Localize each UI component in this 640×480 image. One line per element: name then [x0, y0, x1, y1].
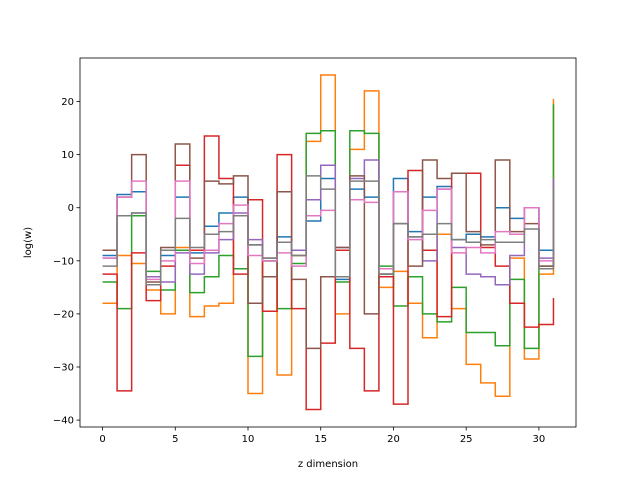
x-tick-label: 10 [242, 434, 255, 445]
y-tick-label: −30 [53, 363, 74, 374]
y-tick-label: 0 [68, 203, 74, 214]
series-line-2 [102, 74, 555, 397]
y-tick-label: −40 [53, 416, 74, 427]
x-tick-label: 25 [460, 434, 473, 445]
y-tick-label: 20 [61, 97, 74, 108]
y-tick-label: −10 [53, 256, 74, 267]
x-axis: 0 5 10 15 20 25 30 [99, 427, 545, 445]
x-tick-label: 0 [99, 434, 105, 445]
y-tick-label: 10 [61, 150, 74, 161]
x-tick-label: 15 [314, 434, 327, 445]
y-axis-label: log(w) [23, 227, 34, 258]
series-line-5 [102, 159, 555, 286]
series-line-3 [102, 104, 555, 358]
x-axis-label: z dimension [298, 459, 358, 470]
x-tick-label: 5 [172, 434, 178, 445]
plot-frame [79, 57, 577, 428]
series-layer [102, 74, 555, 411]
x-tick-label: 20 [387, 434, 400, 445]
x-tick-label: 30 [533, 434, 546, 445]
series-line-8 [102, 175, 555, 286]
y-tick-label: −20 [53, 309, 74, 320]
y-axis: −40 −30 −20 −10 0 10 20 [53, 97, 80, 427]
